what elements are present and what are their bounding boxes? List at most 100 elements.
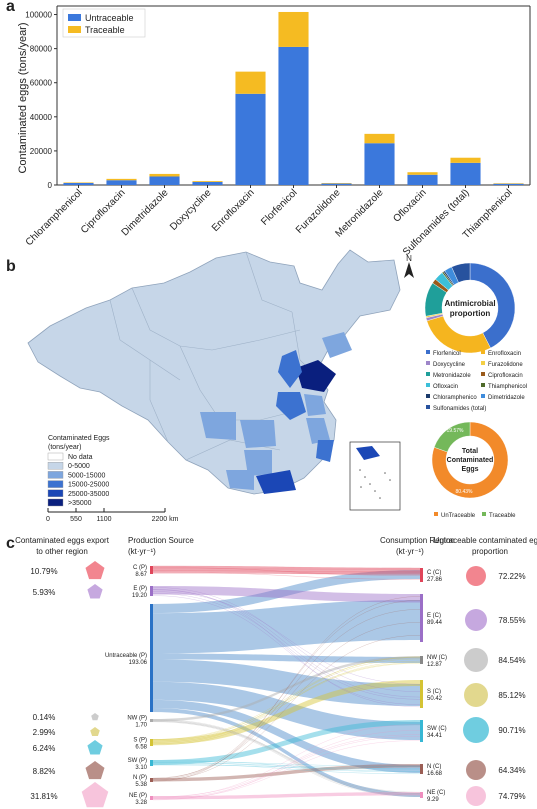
target-node	[420, 594, 423, 642]
target-label: NW (C)	[427, 655, 447, 661]
source-node	[150, 604, 153, 712]
map-legend-swatch	[47, 498, 64, 507]
flow-thin	[152, 595, 421, 705]
flow-thin	[152, 593, 421, 700]
total-legend-swatch	[434, 512, 438, 516]
donut-legend-label: Metronidazole	[433, 373, 471, 379]
map-legend-swatch	[47, 471, 64, 479]
slice-untraceable	[431, 421, 509, 499]
source-label: Untraceable (P)	[105, 653, 147, 659]
province-jiangsu	[304, 394, 326, 416]
donut-legend-swatch	[481, 383, 485, 387]
province-guangxi	[226, 470, 254, 490]
source-node	[150, 760, 153, 766]
province-border	[211, 329, 301, 351]
flow-thin	[152, 721, 421, 797]
export-percentage: 6.24%	[33, 744, 56, 753]
bar-untraceable	[407, 174, 438, 185]
flow-thin	[152, 719, 421, 795]
y-tick-label: 20000	[30, 147, 53, 156]
source-node	[150, 739, 153, 746]
donut-legend-swatch	[426, 394, 430, 398]
flow-thin	[152, 570, 421, 573]
source-node	[150, 586, 153, 596]
export-pentagon-icon	[87, 584, 103, 599]
source-node	[150, 778, 153, 782]
target-value: 12.87	[427, 662, 443, 668]
bar-traceable	[278, 11, 309, 47]
source-label: N (P)	[133, 775, 147, 781]
target-value: 27.86	[427, 577, 443, 583]
x-tick-label: Enrofloxacin	[210, 187, 257, 234]
bar-untraceable	[321, 183, 352, 185]
proportion-percentage: 64.34%	[498, 766, 525, 775]
flow-thin	[152, 763, 421, 775]
donut-legend-label: Furazolidone	[488, 362, 523, 368]
map-legend-swatch	[47, 480, 64, 488]
source-value: 8.67	[135, 572, 147, 578]
legend-label-untraceable: Untraceable	[85, 13, 134, 23]
proportion-circle	[463, 717, 489, 743]
proportion-circle	[466, 566, 486, 586]
source-value: 3.28	[135, 800, 147, 806]
source-label: C (P)	[133, 565, 147, 571]
scale-label: 550	[70, 516, 82, 523]
flow-thin	[152, 609, 421, 781]
proportion-circle	[464, 683, 488, 707]
flow-thin	[152, 572, 421, 574]
flow-s-p-	[153, 680, 420, 745]
map-legend-label: 5000-15000	[68, 472, 105, 479]
flow-thin	[152, 720, 421, 796]
bar-traceable	[407, 172, 438, 175]
bar-untraceable	[450, 162, 481, 185]
target-value: 9.29	[427, 797, 439, 803]
province-hubei	[240, 420, 276, 448]
export-percentage: 8.82%	[33, 767, 56, 776]
source-node	[150, 566, 153, 574]
header-consumption-line2: (kt·yr⁻¹)	[396, 547, 424, 556]
target-label: N (C)	[427, 764, 441, 770]
bar-chart: 0 20000 40000 60000 80000 100000 Contaminated …	[17, 5, 531, 258]
target-node	[420, 680, 423, 708]
export-percentage: 31.81%	[30, 792, 57, 801]
proportion-percentage: 84.54%	[498, 656, 525, 665]
donut-legend-label: Dimetridazole	[488, 395, 525, 401]
bar-untraceable	[278, 46, 309, 185]
donut-legend-swatch	[481, 394, 485, 398]
flow-thin	[152, 635, 421, 781]
proportion-percentage: 72.22%	[498, 572, 525, 581]
total-title-line3: Eggs	[461, 466, 478, 473]
x-tick-label: Doxycycline	[168, 187, 214, 233]
total-donut: Total Contaminated Eggs 80.43% 19.57% UnTrace…	[431, 421, 516, 519]
target-label: C (C)	[427, 570, 441, 576]
legend-swatch-traceable	[68, 26, 81, 33]
map-legend-label: 0-5000	[68, 463, 90, 470]
export-percentage: 2.99%	[33, 728, 56, 737]
flow-thin	[152, 736, 421, 799]
flow-thin	[152, 760, 421, 772]
north-arrow-icon	[404, 262, 414, 278]
header-export-line2: to other region	[36, 547, 88, 556]
flow-untraceable	[153, 600, 420, 654]
inset-island	[360, 486, 362, 488]
map-legend-title-line2: (tons/year)	[48, 444, 81, 451]
flow-thin	[152, 656, 421, 745]
source-value: 3.10	[135, 765, 147, 771]
bar-traceable	[192, 181, 223, 182]
flow-untraceable	[153, 699, 420, 773]
flow-thin	[152, 762, 421, 773]
x-tick-label: Dimetridazole	[120, 187, 171, 238]
proportion-percentage: 85.12%	[498, 691, 525, 700]
province-border	[131, 287, 213, 351]
province-liaoning	[322, 332, 352, 358]
bar-untraceable	[364, 143, 395, 185]
total-title-line1: Total	[462, 448, 478, 455]
flow-thin	[152, 591, 421, 685]
province-shandong	[296, 360, 336, 392]
proportion-circle	[465, 609, 487, 631]
donut-legend-label: Ofloxacin	[433, 384, 458, 390]
target-value: 34.41	[427, 733, 443, 739]
target-label: NE (C)	[427, 790, 445, 796]
header-proportion-line2: proportion	[472, 547, 508, 556]
